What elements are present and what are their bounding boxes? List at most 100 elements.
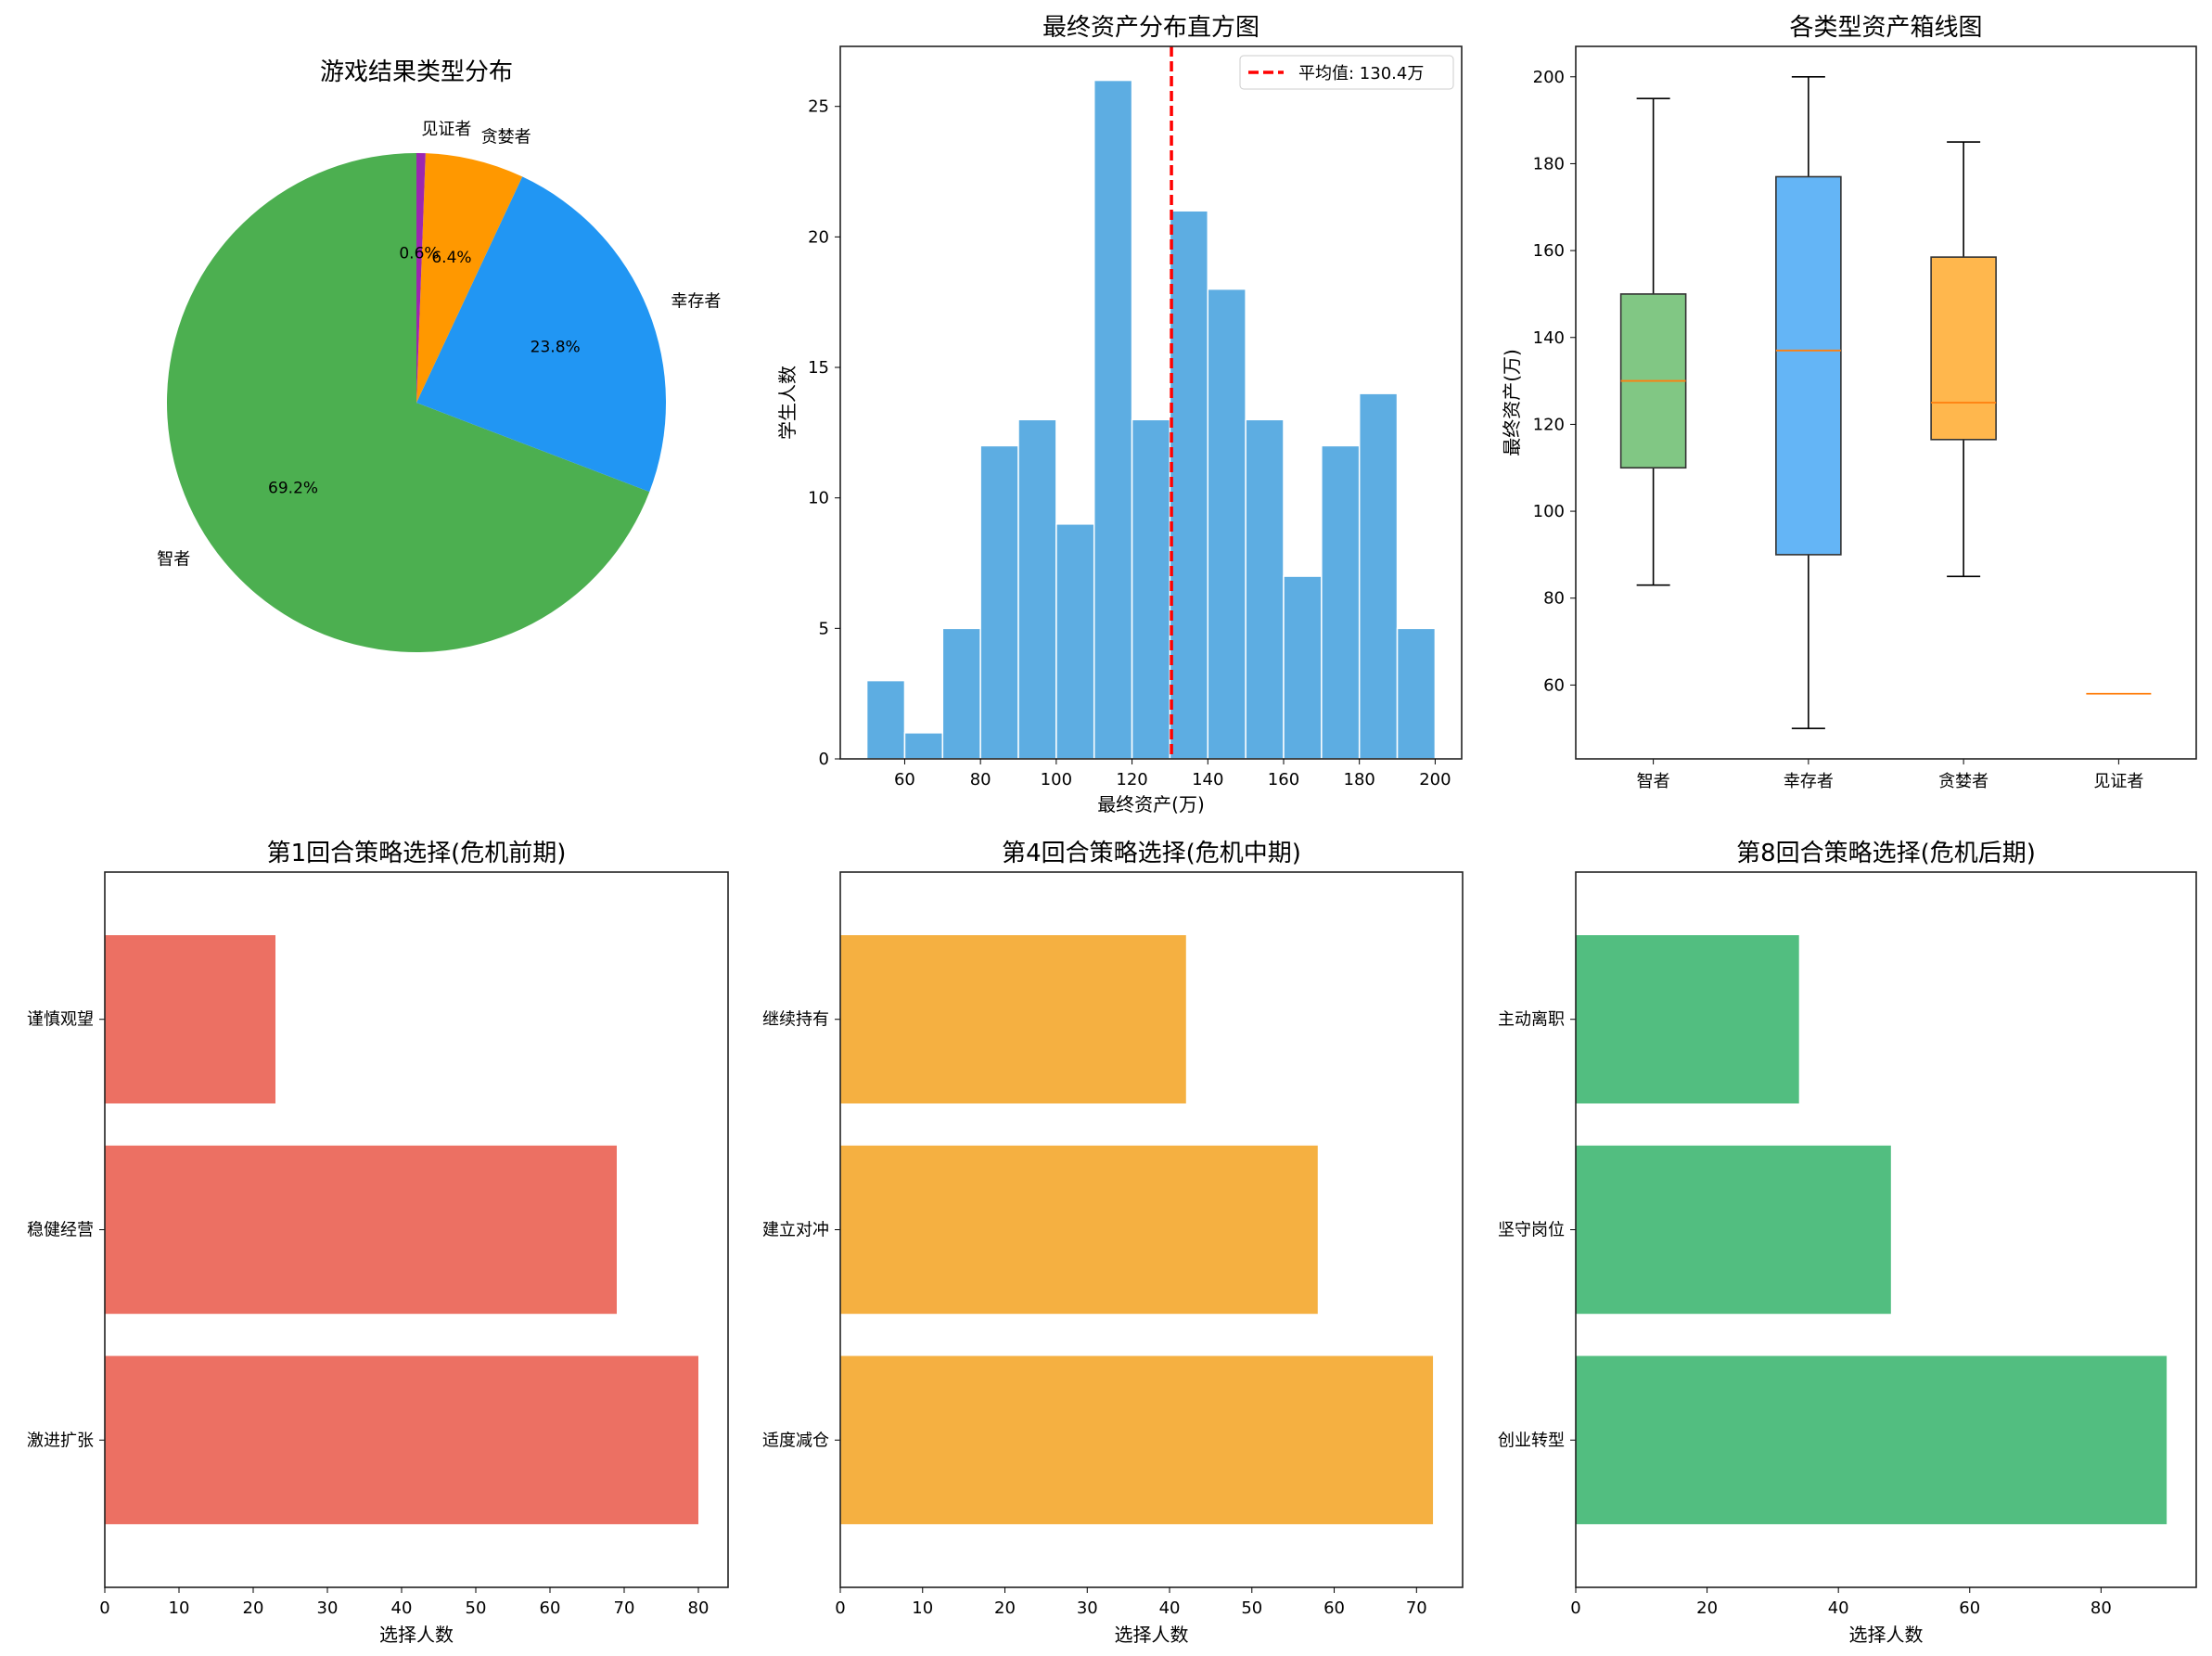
- bar: [840, 1355, 1434, 1524]
- x-tick-label: 200: [1419, 770, 1451, 789]
- x-tick-label: 智者: [1637, 772, 1670, 791]
- x-tick-label: 120: [1116, 770, 1147, 789]
- pie-label: 智者: [157, 550, 190, 570]
- x-tick-label: 20: [994, 1598, 1016, 1618]
- bar: [1576, 1145, 1891, 1315]
- y-tick-label: 10: [808, 489, 829, 508]
- y-tick-label: 120: [1533, 415, 1565, 434]
- histogram-bar: [903, 732, 944, 760]
- y-tick-label: 15: [808, 358, 829, 378]
- bar: [105, 1145, 617, 1315]
- y-tick-label: 140: [1533, 328, 1565, 348]
- y-tick-label: 激进扩张: [27, 1431, 94, 1450]
- pie-percent-label: 6.4%: [431, 249, 471, 267]
- x-tick-label: 80: [970, 770, 991, 789]
- y-tick-label: 主动离职: [1498, 1010, 1565, 1030]
- y-axis-label: 学生人数: [776, 366, 799, 440]
- x-tick-label: 0: [835, 1598, 845, 1618]
- y-tick-label: 建立对冲: [762, 1221, 829, 1240]
- x-tick-label: 20: [1696, 1598, 1718, 1618]
- chart-title: 第4回合策略选择(危机中期): [1002, 840, 1301, 867]
- histogram-bar: [1283, 575, 1323, 760]
- x-tick-label: 60: [894, 770, 915, 789]
- x-tick-label: 贪婪者: [1938, 772, 1988, 791]
- bar: [1576, 1355, 2167, 1524]
- pie-percent-label: 23.8%: [531, 339, 581, 357]
- y-axis-label: 最终资产(万): [1501, 349, 1523, 456]
- x-tick-label: 50: [1241, 1598, 1262, 1618]
- y-tick-label: 200: [1533, 68, 1565, 87]
- x-tick-label: 140: [1192, 770, 1223, 789]
- x-tick-label: 10: [169, 1598, 190, 1618]
- bar: [1576, 935, 1799, 1104]
- x-tick-label: 30: [1077, 1598, 1098, 1618]
- y-tick-label: 100: [1533, 502, 1565, 521]
- x-tick-label: 40: [1828, 1598, 1849, 1618]
- y-tick-label: 谨慎观望: [27, 1010, 94, 1030]
- histogram-bar: [1358, 392, 1399, 760]
- histogram-chart: 最终资产分布直方图 60 80 100 120 140 160 180 200 0 5 10 15 20 2…: [776, 14, 1463, 815]
- pie-label: 见证者: [421, 120, 471, 139]
- y-tick-label: 180: [1533, 154, 1565, 173]
- axes-frame: [1575, 871, 2197, 1588]
- x-tick-label: 60: [540, 1598, 561, 1618]
- histogram-bar: [979, 444, 1019, 760]
- chart-title: 第8回合策略选择(危机后期): [1736, 840, 2036, 867]
- x-tick-label: 80: [688, 1598, 710, 1618]
- x-tick-label: 幸存者: [1784, 772, 1834, 791]
- horizontal-bar-chart: 第4回合策略选择(危机中期) 适度减仓 建立对冲 继续持有 0 10 20 30 40 50 60 7…: [762, 840, 1464, 1646]
- box: [1930, 141, 1997, 578]
- y-tick-label: 0: [819, 750, 829, 769]
- x-tick-label: 0: [1570, 1598, 1580, 1618]
- y-tick-label: 80: [1543, 589, 1565, 609]
- chart-title: 第1回合策略选择(危机前期): [267, 840, 567, 867]
- x-tick-label: 70: [614, 1598, 635, 1618]
- pie-slice: [416, 153, 426, 403]
- box-body: [1930, 256, 1997, 441]
- bar: [840, 1145, 1318, 1315]
- y-tick-label: 坚守岗位: [1498, 1221, 1565, 1240]
- axes-frame: [1575, 45, 2197, 760]
- box: [1619, 97, 1687, 586]
- x-tick-label: 50: [466, 1598, 487, 1618]
- x-tick-label: 30: [317, 1598, 339, 1618]
- x-tick-label: 10: [912, 1598, 933, 1618]
- histogram-bar: [865, 679, 906, 760]
- histogram-bar: [1093, 79, 1133, 760]
- x-axis-label: 最终资产(万): [1097, 793, 1205, 815]
- horizontal-bar-chart: 第1回合策略选择(危机前期) 激进扩张 稳健经营 谨慎观望 0 10 20 30 40 50 60 7…: [27, 840, 729, 1646]
- pie-percent-label: 69.2%: [268, 479, 318, 497]
- x-axis-label: 选择人数: [1849, 1624, 1924, 1646]
- y-tick-label: 25: [808, 97, 829, 117]
- x-tick-label: 0: [99, 1598, 109, 1618]
- x-tick-label: 80: [2091, 1598, 2112, 1618]
- legend-box: [1239, 55, 1454, 90]
- pie-slice: [416, 176, 666, 493]
- x-tick-label: 70: [1406, 1598, 1427, 1618]
- chart-title: 各类型资产箱线图: [1789, 14, 1982, 42]
- histogram-bar: [1017, 418, 1057, 760]
- bar: [840, 935, 1186, 1104]
- histogram-bar: [1396, 627, 1437, 760]
- x-tick-label: 60: [1323, 1598, 1345, 1618]
- pie-label: 幸存者: [671, 291, 721, 311]
- histogram-bar: [941, 627, 981, 760]
- pie-slice: [416, 153, 523, 404]
- box-body: [1775, 175, 1842, 556]
- x-tick-label: 见证者: [2093, 772, 2143, 791]
- y-tick-label: 适度减仓: [762, 1431, 829, 1450]
- legend-label: 平均值: 130.4万: [1298, 64, 1424, 83]
- histogram-bar: [1169, 210, 1209, 760]
- y-tick-label: 稳健经营: [27, 1221, 94, 1240]
- horizontal-bar-chart: 第8回合策略选择(危机后期) 创业转型 坚守岗位 主动离职 0 20 40 60 80 选择人数: [1498, 840, 2197, 1646]
- x-axis-label: 选择人数: [1115, 1624, 1189, 1646]
- x-tick-label: 60: [1959, 1598, 1980, 1618]
- histogram-bar: [1207, 288, 1247, 760]
- x-tick-label: 20: [243, 1598, 264, 1618]
- histogram-bar: [1131, 418, 1171, 760]
- histogram-bar: [1321, 444, 1361, 760]
- x-tick-label: 100: [1041, 770, 1072, 789]
- chart-title: 最终资产分布直方图: [1042, 14, 1259, 42]
